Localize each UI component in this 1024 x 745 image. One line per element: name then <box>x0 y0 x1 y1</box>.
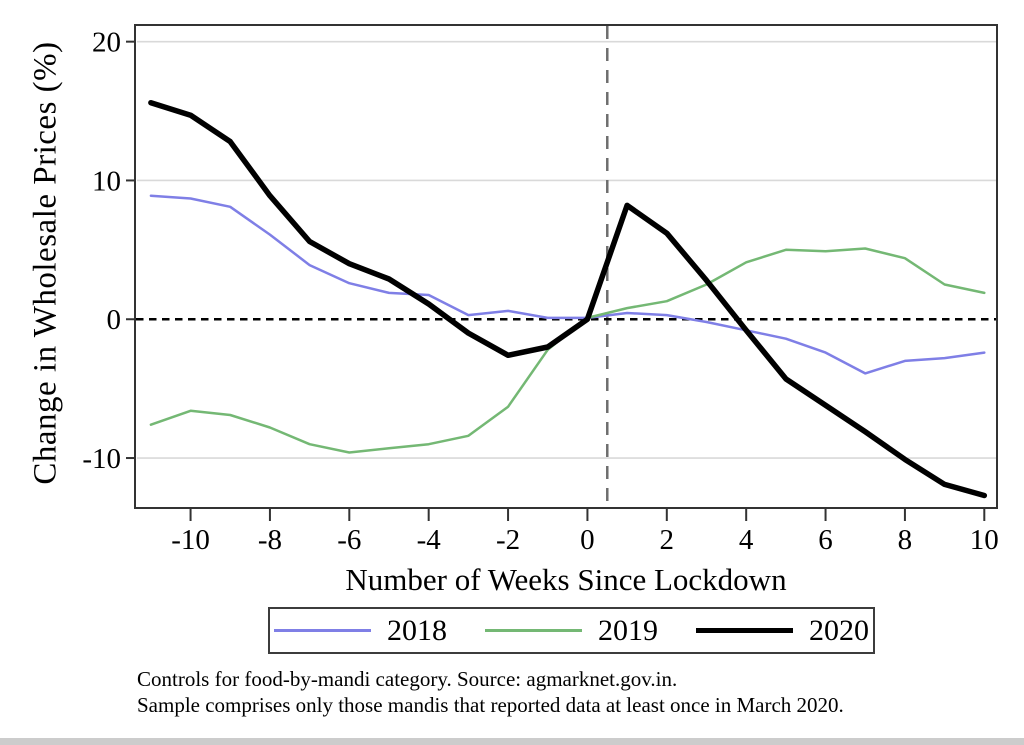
x-tick-label: 10 <box>970 524 999 556</box>
x-tick-label: 2 <box>660 524 675 556</box>
page-bottom-divider <box>0 738 1024 745</box>
series-line-2020 <box>148 99 988 499</box>
legend-label-2018: 2018 <box>387 613 447 647</box>
x-tick-label: 8 <box>898 524 913 556</box>
legend-item-2020: 2020 <box>696 613 869 647</box>
note-line-1: Controls for food-by-mandi category. Sou… <box>137 667 678 691</box>
series-line-2019 <box>149 247 986 454</box>
line-chart: 20 10 0 -10 -10 -8 -6 -4 -2 0 2 4 6 8 10 <box>82 24 999 556</box>
legend-line-sample-2020 <box>696 627 793 634</box>
x-tick-label: 6 <box>818 524 833 556</box>
y-tick-label: 20 <box>92 27 121 59</box>
legend-label-2020: 2020 <box>809 613 869 647</box>
legend-line-sample-2018 <box>274 629 371 632</box>
plot-frame <box>134 24 998 509</box>
figure-notes: Controls for food-by-mandi category. Sou… <box>137 666 844 718</box>
x-tick-label: -4 <box>417 524 442 556</box>
x-tick-label: -10 <box>171 524 210 556</box>
legend-line-sample-2019 <box>485 629 582 632</box>
legend: 2018 2019 2020 <box>268 607 875 654</box>
y-tick-label: 0 <box>107 304 122 336</box>
x-tick-label: -8 <box>258 524 282 556</box>
x-tick-label: 4 <box>739 524 754 556</box>
y-axis-title: Change in Wholesale Prices (%) <box>27 41 64 485</box>
legend-item-2019: 2019 <box>485 613 658 647</box>
x-tick-label: -2 <box>496 524 520 556</box>
x-axis-title: Number of Weeks Since Lockdown <box>345 562 787 597</box>
x-tick-label: -6 <box>337 524 361 556</box>
legend-item-2018: 2018 <box>274 613 447 647</box>
series-line-2018 <box>149 194 986 375</box>
note-line-2: Sample comprises only those mandis that … <box>137 693 844 717</box>
legend-label-2019: 2019 <box>598 613 658 647</box>
x-tick-label: 0 <box>580 524 595 556</box>
y-tick-label: 10 <box>92 165 121 197</box>
y-tick-label: -10 <box>82 443 121 475</box>
